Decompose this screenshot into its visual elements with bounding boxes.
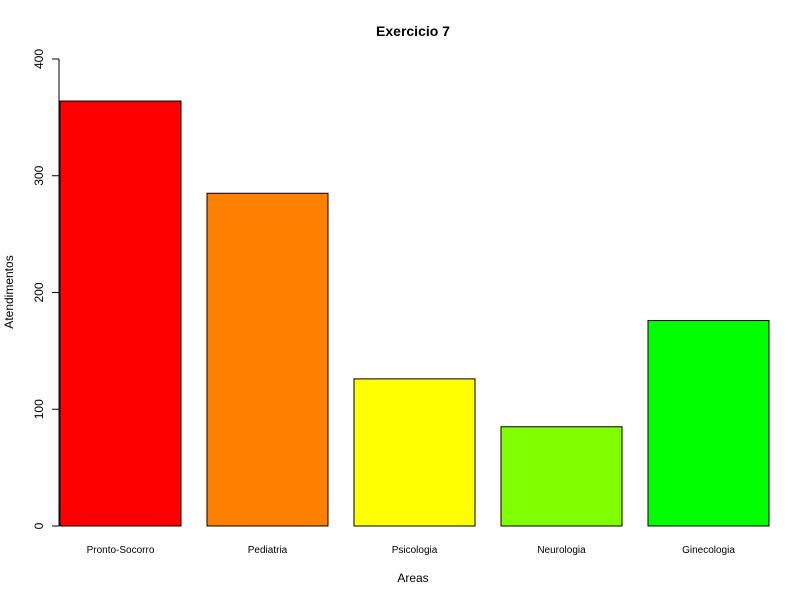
x-axis-label: Areas: [397, 571, 428, 585]
y-tick-label: 200: [32, 282, 46, 302]
y-tick-label: 300: [32, 165, 46, 185]
x-category-label: Pediatria: [248, 545, 288, 556]
bar-pediatria: [206, 192, 329, 527]
bar-pronto-socorro: [59, 100, 182, 527]
y-axis-label: Atendimentos: [2, 255, 16, 328]
x-category-label: Pronto-Socorro: [87, 545, 155, 556]
bar-neurologia: [500, 426, 623, 527]
y-tick-label: 0: [32, 522, 46, 529]
x-category-label: Neurologia: [537, 545, 586, 556]
bars-group: [59, 100, 770, 527]
bar-ginecologia: [647, 320, 770, 527]
y-axis: 0 100 200 300 400: [32, 49, 60, 529]
x-category-label: Ginecologia: [682, 545, 735, 556]
y-tick-label: 400: [32, 49, 46, 69]
x-category-label: Psicologia: [392, 545, 438, 556]
category-labels-group: Pronto-Socorro Pediatria Psicologia Neurolo…: [87, 545, 736, 556]
y-tick-label: 100: [32, 399, 46, 419]
bar-psicologia: [353, 378, 476, 527]
chart-title: Exercicio 7: [376, 23, 450, 39]
